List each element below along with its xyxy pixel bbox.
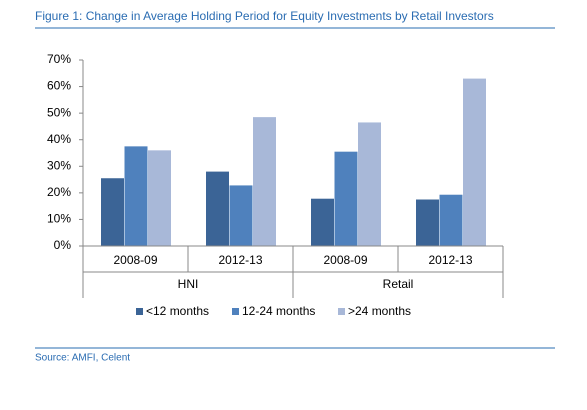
source-note: Source: AMFI, Celent [35,353,130,364]
y-tick-label: 40% [47,132,71,146]
bar [311,198,334,246]
x-tick-label: 2012-13 [428,253,472,267]
bar [206,171,229,246]
y-tick-label: 30% [47,158,71,172]
y-tick-label: 70% [47,52,71,66]
y-tick-label: 20% [47,185,71,199]
legend-swatch [136,308,143,315]
group-label: HNI [178,277,199,291]
x-tick-label: 2012-13 [218,253,262,267]
y-tick-label: 10% [47,212,71,226]
bar [463,78,486,246]
y-tick-label: 60% [47,79,71,93]
legend-swatch [338,308,345,315]
bar [334,151,358,246]
legend-label: >24 months [348,304,411,318]
legend-label: 12-24 months [242,304,315,318]
bar [358,122,381,246]
bar [439,194,463,246]
x-tick-label: 2008-09 [323,253,367,267]
y-tick-label: 0% [54,238,72,252]
bar [124,146,148,246]
legend-swatch [232,308,239,315]
y-tick-label: 50% [47,105,71,119]
chart-title: Figure 1: Change in Average Holding Peri… [35,9,494,23]
bar [416,199,439,246]
bar [101,178,124,246]
bar [229,185,253,246]
bar [253,117,276,246]
bar [148,150,171,246]
group-label: Retail [383,277,414,291]
x-tick-label: 2008-09 [113,253,157,267]
legend-label: <12 months [146,304,209,318]
